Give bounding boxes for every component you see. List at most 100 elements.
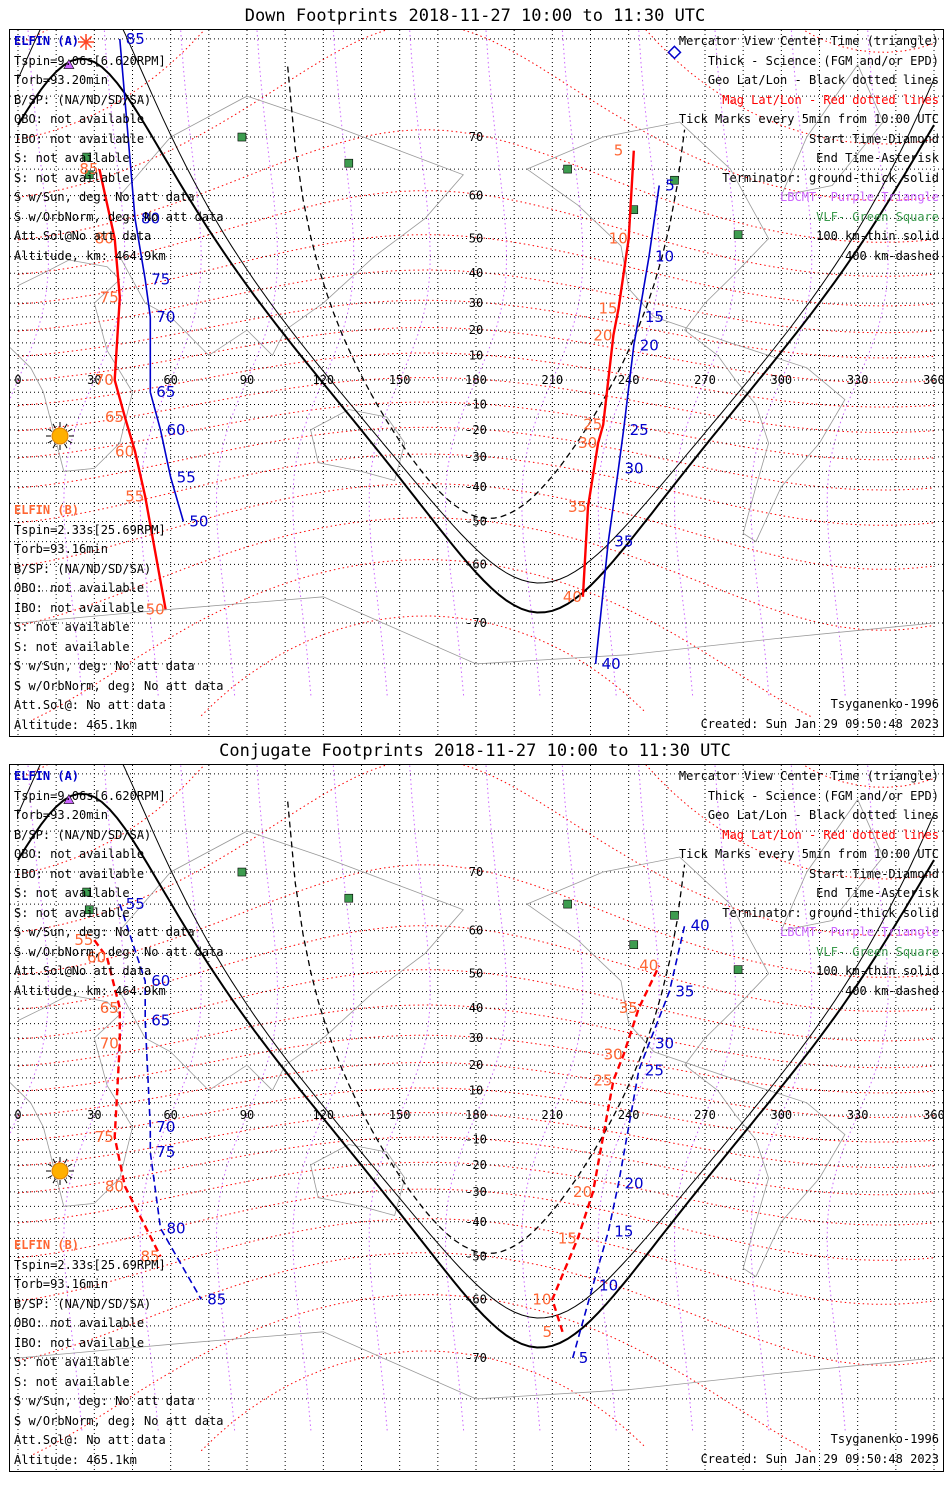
legend-item: Geo Lat/Lon - Black dotted lines	[707, 808, 939, 822]
sun-ray	[67, 1163, 73, 1167]
track-tick-label-b: 80	[95, 230, 114, 248]
x-tick-label: 150	[389, 1108, 411, 1122]
panel-title: Down Footprints 2018-11-27 10:00 to 11:3…	[244, 6, 706, 26]
map-panel-down: 0 30 60 90 120 150 180 210 240 270 300 330 360 -70 -60…	[9, 29, 944, 737]
track-tick-label-b: 60	[87, 949, 106, 967]
y-tick-label: -70	[465, 616, 487, 630]
y-tick-label: 60	[469, 189, 483, 203]
legend-item: VLF- Green Square	[816, 209, 939, 224]
info-line: OBO: not available	[14, 1316, 145, 1330]
info-line: Att.Sol@No att data	[14, 229, 152, 243]
vlf-station	[670, 910, 679, 920]
track-tick-label-a: 60	[151, 972, 170, 990]
sat-a-name: ELFIN (A)	[14, 34, 80, 48]
track-tick-label-a: 20	[624, 1175, 643, 1193]
info-line: S: not available	[14, 1355, 130, 1369]
info-line: Altitude, km: 464.9km	[14, 983, 166, 998]
sun-ray	[52, 423, 56, 429]
info-line: S w/OrbNorm, deg: No att data	[14, 678, 224, 693]
sat-a-info: ELFIN (A) Tspin=9.06s[6.620RPM] Torb=93.…	[14, 767, 224, 1001]
track-tick-label-a: 5	[665, 177, 675, 195]
track-tick-label-a: 15	[614, 1223, 633, 1241]
y-tick-label: -40	[465, 480, 487, 494]
track-tick-label-a: 65	[151, 1012, 170, 1030]
track-tick-label-a: 15	[645, 308, 664, 326]
track-tick-label-a: 55	[177, 468, 196, 486]
vlf-station	[82, 152, 91, 162]
sun-ray	[67, 428, 73, 432]
info-line: S w/Sun, deg: No att data	[14, 925, 195, 939]
y-tick-label: -40	[465, 1215, 487, 1229]
info-line: OBO: not available	[14, 581, 145, 595]
legend-item: Geo Lat/Lon - Black dotted lines	[707, 73, 939, 87]
legend-item: 400 km-dashed	[845, 248, 939, 263]
legend-item: Mag Lat/Lon - Red dotted lines	[722, 92, 939, 107]
track-tick-label-b: 35	[619, 999, 638, 1017]
mag-lat-line	[200, 1350, 645, 1452]
legend-item: Mercator View Center Time (triangle)	[678, 34, 939, 48]
start-diamond	[667, 45, 682, 60]
coastline	[780, 63, 884, 196]
map-canvas: 0 30 60 90 120 150 180 210 240 270 300 330 360 -70 -60…	[10, 765, 943, 1471]
legend-item: 400 km-dashed	[845, 983, 939, 998]
map-canvas: 0 30 60 90 120 150 180 210 240 270 300 330 360 -70 -60…	[10, 30, 943, 736]
legend-item: Tick Marks every 5min from 10:00 UTC	[678, 112, 939, 126]
vlf-station	[237, 132, 247, 142]
x-tick-label: 180	[465, 1108, 487, 1122]
track-tick-label-b: 85	[79, 160, 98, 178]
terminator-ground	[17, 57, 935, 614]
coastline	[526, 121, 846, 543]
mag-lat-line	[17, 453, 935, 526]
track-tick-label-b: 15	[598, 300, 617, 318]
y-tick-label: 50	[469, 967, 483, 981]
mag-lat-line	[17, 765, 935, 936]
x-tick-label: 270	[694, 1108, 716, 1122]
mag-lat-line	[17, 1188, 935, 1261]
info-line: B/SP: (NA/ND/SD/SA)	[14, 92, 152, 107]
coastline	[10, 994, 133, 1207]
sun-icon	[51, 427, 69, 445]
track-tick-label-b: 50	[146, 600, 165, 618]
y-tick-label: 20	[469, 323, 483, 337]
x-tick-label: 150	[389, 373, 411, 387]
x-tick-label: 210	[541, 373, 563, 387]
sun-ray	[47, 440, 53, 444]
sun-ray	[64, 1158, 68, 1164]
track-sat-a	[119, 903, 202, 1300]
info-line: Altitude, km: 464.9km	[14, 248, 166, 263]
track-tick-label-a: 10	[655, 248, 674, 266]
track-tick-label-b: 25	[593, 1071, 612, 1089]
info-line: Torb=93.20min	[14, 808, 108, 822]
legend-item: 100 km-thin solid	[816, 229, 939, 243]
sun-ray	[67, 1175, 73, 1179]
info-line: OBO: not available	[14, 112, 145, 126]
track-tick-label-a: 75	[156, 1143, 175, 1161]
mag-lat-line	[17, 1004, 935, 1069]
legend-item: Thick - Science (FGM and/or EPD)	[707, 53, 939, 68]
legend: Mercator View Center Time (triangle) Thi…	[679, 767, 939, 1001]
mag-lat-line	[17, 377, 935, 434]
legend-item: Tick Marks every 5min from 10:00 UTC	[678, 847, 939, 861]
model-name: Tsyganenko-1996	[830, 1432, 939, 1446]
track-tick-label-a: 35	[614, 533, 633, 551]
legend: Mercator View Center Time (triangle) Thi…	[679, 32, 939, 266]
track-tick-label-b: 60	[115, 442, 134, 460]
track-tick-label-b: 40	[563, 588, 582, 606]
x-tick-label: 120	[312, 373, 334, 387]
x-tick-label: 60	[163, 373, 177, 387]
track-tick-label-b: 55	[125, 488, 144, 506]
mag-lat-line	[17, 234, 935, 307]
track-tick-label-a: 30	[655, 1035, 674, 1053]
coastline	[10, 259, 133, 472]
track-tick-label-b: 65	[105, 408, 124, 426]
y-tick-label: -30	[465, 450, 487, 464]
x-tick-label: 360	[923, 1108, 943, 1122]
y-tick-label: -20	[465, 1158, 487, 1172]
y-tick-label: -10	[465, 1133, 487, 1147]
legend-item: Terminator: ground-thick solid	[722, 170, 939, 185]
track-tick-label-b: 5	[614, 142, 624, 160]
track-tick-label-a: 10	[599, 1276, 618, 1294]
y-tick-label: 40	[469, 266, 483, 280]
mag-lat-line	[17, 326, 935, 383]
terminator-100km	[17, 30, 935, 584]
